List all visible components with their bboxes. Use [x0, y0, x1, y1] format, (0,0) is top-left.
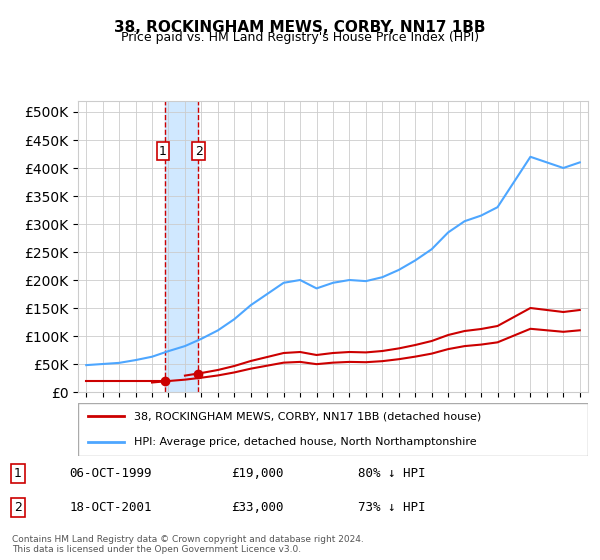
Text: 1: 1: [14, 467, 22, 480]
Text: 2: 2: [14, 501, 22, 514]
Text: 06-OCT-1999: 06-OCT-1999: [70, 467, 152, 480]
Text: 80% ↓ HPI: 80% ↓ HPI: [358, 467, 425, 480]
Text: 73% ↓ HPI: 73% ↓ HPI: [358, 501, 425, 514]
Text: Contains HM Land Registry data © Crown copyright and database right 2024.
This d: Contains HM Land Registry data © Crown c…: [12, 535, 364, 554]
FancyBboxPatch shape: [78, 403, 588, 456]
Text: 18-OCT-2001: 18-OCT-2001: [70, 501, 152, 514]
Bar: [164, 101, 198, 392]
Text: 38, ROCKINGHAM MEWS, CORBY, NN17 1BB (detached house): 38, ROCKINGHAM MEWS, CORBY, NN17 1BB (de…: [134, 412, 481, 422]
Text: 38, ROCKINGHAM MEWS, CORBY, NN17 1BB: 38, ROCKINGHAM MEWS, CORBY, NN17 1BB: [114, 20, 486, 35]
Text: Price paid vs. HM Land Registry's House Price Index (HPI): Price paid vs. HM Land Registry's House …: [121, 31, 479, 44]
Text: £19,000: £19,000: [231, 467, 283, 480]
Text: £33,000: £33,000: [231, 501, 283, 514]
Text: 1: 1: [159, 144, 167, 158]
Text: 2: 2: [195, 144, 203, 158]
Text: HPI: Average price, detached house, North Northamptonshire: HPI: Average price, detached house, Nort…: [134, 436, 477, 446]
